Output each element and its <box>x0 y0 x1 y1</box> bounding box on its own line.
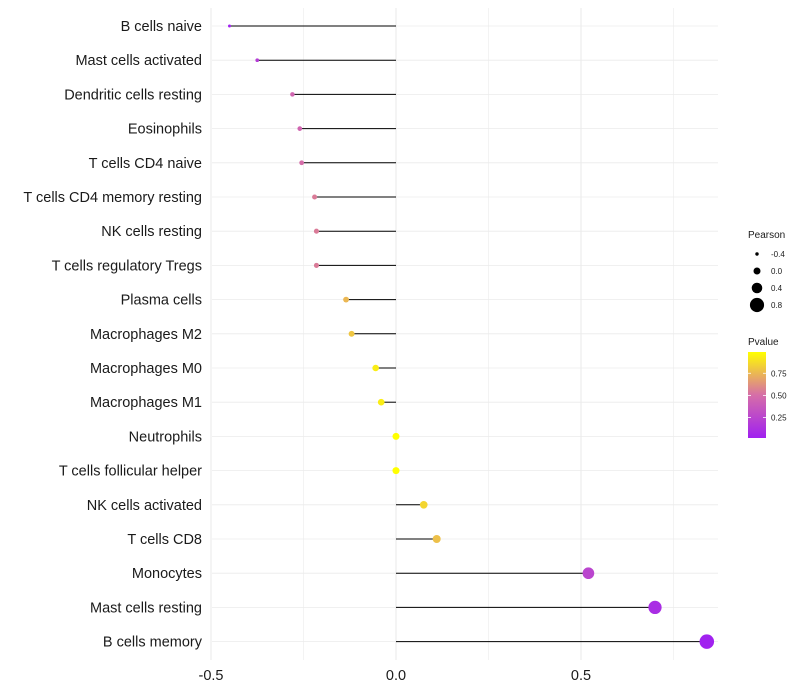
y-axis-label: NK cells resting <box>101 224 202 240</box>
y-axis-label: T cells regulatory Tregs <box>52 258 202 274</box>
lollipop-point <box>343 296 349 303</box>
y-axis-label: B cells naive <box>121 19 202 35</box>
lollipop-point <box>419 500 428 509</box>
lollipop-point <box>313 228 320 234</box>
y-axis-label: B cells memory <box>103 635 203 651</box>
y-axis-label: Eosinophils <box>128 122 202 138</box>
lollipop-point <box>699 634 715 649</box>
y-axis-label: T cells follicular helper <box>59 464 202 480</box>
lollipop-point <box>348 330 355 337</box>
legend-size-key <box>749 297 765 313</box>
lollipop-point <box>255 58 260 63</box>
lollipop-point <box>392 467 400 475</box>
x-tick-label: -0.5 <box>199 668 224 684</box>
y-axis-label: Mast cells activated <box>75 53 202 69</box>
lollipop-point <box>372 364 379 372</box>
legend-pvalue-title: Pvalue <box>748 337 779 348</box>
gridlines <box>210 8 718 660</box>
lollipop-point <box>432 535 441 543</box>
lollipop-point <box>377 398 385 406</box>
legend-pvalue-label: 0.25 <box>771 414 787 423</box>
y-axis-label: Macrophages M0 <box>90 361 202 377</box>
legend-pearson: Pearson -0.4 0.0 0.4 0.8 <box>748 230 785 313</box>
lollipop-point <box>297 126 303 131</box>
legend-size-key <box>755 252 759 256</box>
y-axis-label: Macrophages M2 <box>90 327 202 343</box>
lollipop-point <box>228 24 231 28</box>
lollipop-point <box>312 194 318 200</box>
y-axis-label: Neutrophils <box>129 429 202 445</box>
lollipop-point <box>392 432 400 440</box>
segments <box>229 25 707 643</box>
legend-pvalue-label: 0.75 <box>771 369 787 378</box>
pvalue-colorbar <box>748 352 766 438</box>
legend-pearson-title: Pearson <box>748 230 785 241</box>
lollipop-point <box>299 160 305 166</box>
legend-size-label: -0.4 <box>771 250 785 259</box>
y-axis-label: T cells CD8 <box>127 532 202 548</box>
legend-pvalue: Pvalue 0.75 0.50 0.25 <box>748 337 787 438</box>
y-axis-label: T cells CD4 memory resting <box>23 190 202 206</box>
legend-size-label: 0.4 <box>771 284 783 293</box>
legend-size-key <box>751 282 763 294</box>
y-axis-label: Dendritic cells resting <box>64 87 202 103</box>
lollipop-point <box>582 567 595 580</box>
x-axis-ticks: -0.5 0.0 0.5 <box>199 668 592 684</box>
y-axis-label: Monocytes <box>132 566 202 582</box>
y-axis-label: Plasma cells <box>121 293 202 309</box>
legend-size-label: 0.8 <box>771 301 783 310</box>
y-axis-label: Mast cells resting <box>90 600 202 616</box>
y-axis-label: T cells CD4 naive <box>89 156 202 172</box>
x-tick-label: 0.0 <box>386 668 406 684</box>
legend-size-key <box>753 267 761 275</box>
x-tick-label: 0.5 <box>571 668 591 684</box>
y-axis-label: Macrophages M1 <box>90 395 202 411</box>
legend-pvalue-label: 0.50 <box>771 391 787 400</box>
points <box>228 24 715 649</box>
lollipop-point <box>290 92 295 97</box>
y-axis-labels: B cells naive Mast cells activated Dendrit… <box>23 19 202 651</box>
lollipop-point <box>648 600 662 615</box>
y-axis-label: NK cells activated <box>87 498 202 514</box>
lollipop-point <box>313 262 320 268</box>
legend-size-label: 0.0 <box>771 267 783 276</box>
